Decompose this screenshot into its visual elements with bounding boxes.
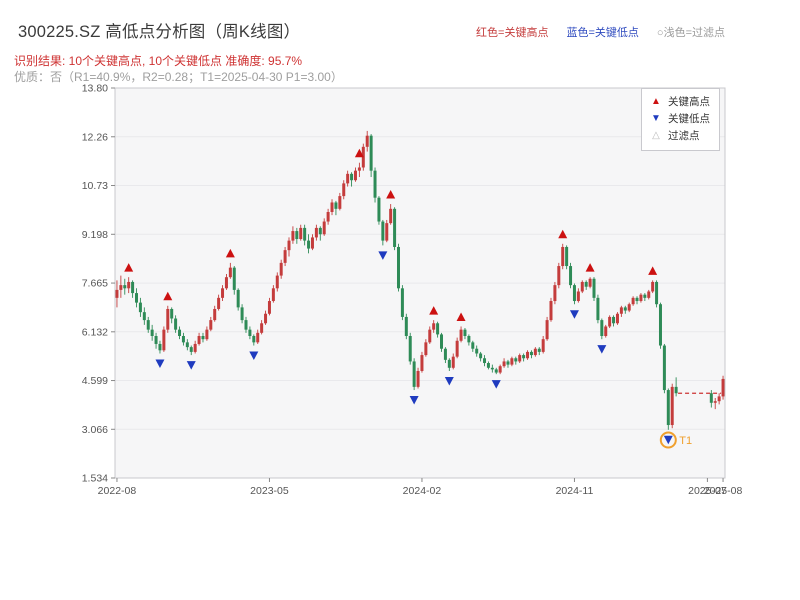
- key-low-marker: [444, 376, 454, 386]
- key-low-marker: [378, 251, 388, 260]
- key-low-marker: [186, 361, 196, 370]
- svg-text:7.665: 7.665: [82, 278, 108, 290]
- svg-text:2025-08: 2025-08: [704, 485, 743, 497]
- legend-item-filter: △ 过滤点: [650, 128, 710, 145]
- legend-item-key-low: ▼ 关键低点: [650, 111, 710, 128]
- axis-labels: 13.80 12.26 10.73 9.198 7.665 6.132 4.599 3.066…: [82, 83, 743, 498]
- key-high-marker: [354, 148, 364, 158]
- svg-text:4.599: 4.599: [82, 375, 108, 387]
- legend-item-key-high: ▲ 关键高点: [650, 94, 710, 111]
- key-high-marker: [163, 291, 173, 301]
- key-high-marker: [456, 312, 466, 321]
- svg-text:6.132: 6.132: [82, 326, 108, 338]
- svg-text:9.198: 9.198: [82, 229, 108, 241]
- inline-legend: 红色=关键高点 蓝色=关键低点 ○浅色=过滤点: [476, 24, 725, 40]
- key-high-marker: [225, 248, 235, 258]
- t1-marker: T1: [659, 431, 692, 449]
- key-low-marker: [409, 396, 419, 405]
- key-high-marker: [648, 266, 658, 275]
- svg-text:3.066: 3.066: [82, 424, 108, 436]
- svg-text:1.534: 1.534: [82, 473, 108, 485]
- svg-text:13.80: 13.80: [82, 83, 108, 95]
- inline-legend-high: 红色=关键高点: [476, 27, 549, 39]
- open-triangle-icon: △: [652, 129, 660, 141]
- recognition-result-line: 识别结果: 10个关键高点, 10个关键低点 准确度: 95.7%: [14, 54, 303, 68]
- key-high-marker: [429, 306, 439, 315]
- inline-legend-filter: ○浅色=过滤点: [656, 27, 725, 39]
- legend-label: 关键低点: [668, 112, 710, 125]
- key-low-marker: [155, 359, 165, 368]
- legend-label: 关键高点: [668, 96, 710, 108]
- inline-legend-low: 蓝色=关键低点: [566, 27, 639, 39]
- candles-layer: [115, 130, 725, 430]
- key-high-marker: [124, 263, 134, 272]
- svg-text:2022-08: 2022-08: [98, 485, 137, 497]
- page-title: 300225.SZ 高低点分析图（周K线图）: [18, 23, 301, 41]
- svg-text:2023-05: 2023-05: [250, 485, 289, 497]
- up-triangle-icon: ▲: [651, 96, 661, 108]
- svg-text:2024-02: 2024-02: [403, 485, 442, 497]
- t1-label: T1: [679, 435, 692, 447]
- key-low-marker: [569, 310, 579, 319]
- key-low-marker: [491, 380, 501, 389]
- key-low-marker: [663, 435, 673, 445]
- svg-text:12.26: 12.26: [82, 131, 108, 143]
- svg-text:2025-07: 2025-07: [688, 485, 727, 497]
- quality-line: 优质：否（R1=40.9%，R2=0.28；T1=2025-04-30 P1=3…: [14, 70, 343, 84]
- key-high-marker: [558, 229, 568, 239]
- kline-chart-canvas: 13.80 12.26 10.73 9.198 7.665 6.132 4.599 3.066…: [82, 83, 743, 498]
- key-high-marker: [585, 263, 595, 272]
- down-triangle-icon: ▼: [651, 113, 661, 125]
- svg-text:10.73: 10.73: [82, 180, 108, 192]
- key-high-marker: [386, 190, 396, 199]
- chart-legend-box: ▲ 关键高点 ▼ 关键低点 △ 过滤点: [641, 88, 720, 152]
- key-low-marker: [597, 345, 607, 354]
- key-high-markers: [124, 148, 658, 321]
- key-low-markers: [155, 251, 673, 445]
- svg-text:2024-11: 2024-11: [556, 485, 594, 497]
- legend-label: 过滤点: [668, 129, 700, 142]
- kline-chart: 13.80 12.26 10.73 9.198 7.665 6.132 4.599 3.066…: [0, 80, 800, 540]
- key-low-marker: [249, 351, 259, 361]
